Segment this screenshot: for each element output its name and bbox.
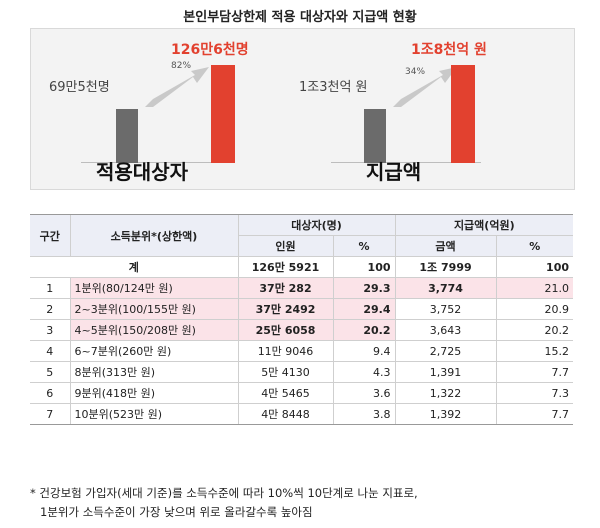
table-row: 3 4~5분위(150/208만 원) 25만 6058 20.2 3,643 … bbox=[30, 319, 574, 341]
table-row: 7 10분위(523만 원) 4만 8448 3.8 1,392 7.7 bbox=[30, 403, 574, 425]
header-count: 인원 bbox=[237, 235, 333, 257]
total-amount: 1조 7999 bbox=[394, 256, 497, 278]
row-id: 5 bbox=[30, 361, 70, 383]
table-row-total: 계 126만 5921 100 1조 7999 100 bbox=[30, 256, 574, 278]
stats-table: 구간 소득분위*(상한액) 대상자(명) 지급액(억원) 인원 % 금액 % 계… bbox=[30, 214, 574, 425]
row-pct: 4.3 bbox=[332, 361, 396, 383]
row-income: 1분위(80/124만 원) bbox=[69, 277, 238, 299]
right-after-bar bbox=[451, 65, 475, 163]
row-amount: 3,774 bbox=[394, 277, 497, 299]
total-pct: 100 bbox=[332, 256, 396, 278]
row-income: 4~5분위(150/208만 원) bbox=[69, 319, 238, 341]
row-income: 6~7분위(260만 원) bbox=[69, 340, 238, 362]
header-amount: 지급액(억원) bbox=[394, 214, 574, 236]
row-id: 4 bbox=[30, 340, 70, 362]
row-amount: 2,725 bbox=[394, 340, 497, 362]
row-amount: 3,643 bbox=[394, 319, 497, 341]
left-growth-pct: 82% bbox=[171, 61, 192, 71]
row-amount: 1,391 bbox=[394, 361, 497, 383]
left-before-value: 69만5천명 bbox=[49, 80, 110, 95]
footnote-line-2: 1분위가 소득수준이 가장 낮으며 위로 올라갈수록 높아짐 bbox=[40, 505, 313, 519]
row-pct: 20.2 bbox=[332, 319, 396, 341]
header-recipients: 대상자(명) bbox=[237, 214, 396, 236]
right-after-value: 1조8천억 원 bbox=[411, 42, 487, 58]
row-count: 37만 2492 bbox=[237, 298, 333, 320]
row-amount: 1,392 bbox=[394, 403, 497, 425]
left-growth-arrow-icon bbox=[145, 67, 209, 107]
row-income: 2~3분위(100/155만 원) bbox=[69, 298, 238, 320]
right-baseline bbox=[331, 162, 481, 163]
row-amount: 1,322 bbox=[394, 382, 497, 404]
table-row: 1 1분위(80/124만 원) 37만 282 29.3 3,774 21.0 bbox=[30, 277, 574, 299]
right-before-value: 1조3천억 원 bbox=[299, 80, 368, 95]
header-pct: % bbox=[332, 235, 396, 257]
row-income: 9분위(418만 원) bbox=[69, 382, 238, 404]
footnote: * 건강보험 가입자(세대 기준)를 소득수준에 따라 10%씩 10단계로 나… bbox=[30, 484, 590, 522]
right-growth-pct: 34% bbox=[405, 67, 426, 77]
total-label: 계 bbox=[30, 256, 238, 278]
footnote-line-1: * 건강보험 가입자(세대 기준)를 소득수준에 따라 10%씩 10단계로 나… bbox=[30, 486, 418, 500]
row-pct: 3.6 bbox=[332, 382, 396, 404]
table-row: 4 6~7분위(260만 원) 11만 9046 9.4 2,725 15.2 bbox=[30, 340, 574, 362]
row-pct2: 21.0 bbox=[495, 277, 574, 299]
table-row: 6 9분위(418만 원) 4만 5465 3.6 1,322 7.3 bbox=[30, 382, 574, 404]
row-pct: 3.8 bbox=[332, 403, 396, 425]
row-pct2: 15.2 bbox=[495, 340, 574, 362]
row-pct: 9.4 bbox=[332, 340, 396, 362]
right-before-bar bbox=[364, 109, 386, 163]
row-id: 6 bbox=[30, 382, 70, 404]
row-pct: 29.3 bbox=[332, 277, 396, 299]
page-title: 본인부담상한제 적용 대상자와 지급액 현황 bbox=[183, 10, 417, 25]
row-pct2: 20.2 bbox=[495, 319, 574, 341]
left-after-bar bbox=[211, 65, 235, 163]
infographic-panel: 69만5천명 82% 126만6천명 적용대상자 1조3천억 원 34% 1조8… bbox=[30, 28, 575, 190]
header-income: 소득분위*(상한액) bbox=[69, 214, 238, 257]
row-pct2: 20.9 bbox=[495, 298, 574, 320]
row-count: 5만 4130 bbox=[237, 361, 333, 383]
row-id: 3 bbox=[30, 319, 70, 341]
total-pct2: 100 bbox=[495, 256, 574, 278]
table-row: 2 2~3분위(100/155만 원) 37만 2492 29.4 3,752 … bbox=[30, 298, 574, 320]
row-amount: 3,752 bbox=[394, 298, 497, 320]
header-section: 구간 bbox=[30, 214, 70, 257]
row-pct2: 7.7 bbox=[495, 403, 574, 425]
row-count: 4만 5465 bbox=[237, 382, 333, 404]
table-row: 5 8분위(313만 원) 5만 4130 4.3 1,391 7.7 bbox=[30, 361, 574, 383]
total-count: 126만 5921 bbox=[237, 256, 333, 278]
right-group-label: 지급액 bbox=[366, 160, 422, 184]
row-count: 4만 8448 bbox=[237, 403, 333, 425]
right-growth-arrow-icon bbox=[393, 67, 457, 107]
left-baseline bbox=[81, 162, 231, 163]
row-id: 1 bbox=[30, 277, 70, 299]
header-pct2: % bbox=[495, 235, 574, 257]
header-sum: 금액 bbox=[394, 235, 497, 257]
left-group-label: 적용대상자 bbox=[96, 160, 188, 184]
row-count: 25만 6058 bbox=[237, 319, 333, 341]
row-id: 7 bbox=[30, 403, 70, 425]
row-pct: 29.4 bbox=[332, 298, 396, 320]
row-income: 10분위(523만 원) bbox=[69, 403, 238, 425]
row-count: 11만 9046 bbox=[237, 340, 333, 362]
row-income: 8분위(313만 원) bbox=[69, 361, 238, 383]
row-id: 2 bbox=[30, 298, 70, 320]
row-pct2: 7.3 bbox=[495, 382, 574, 404]
left-after-value: 126만6천명 bbox=[171, 42, 249, 58]
left-before-bar bbox=[116, 109, 138, 163]
row-count: 37만 282 bbox=[237, 277, 333, 299]
row-pct2: 7.7 bbox=[495, 361, 574, 383]
